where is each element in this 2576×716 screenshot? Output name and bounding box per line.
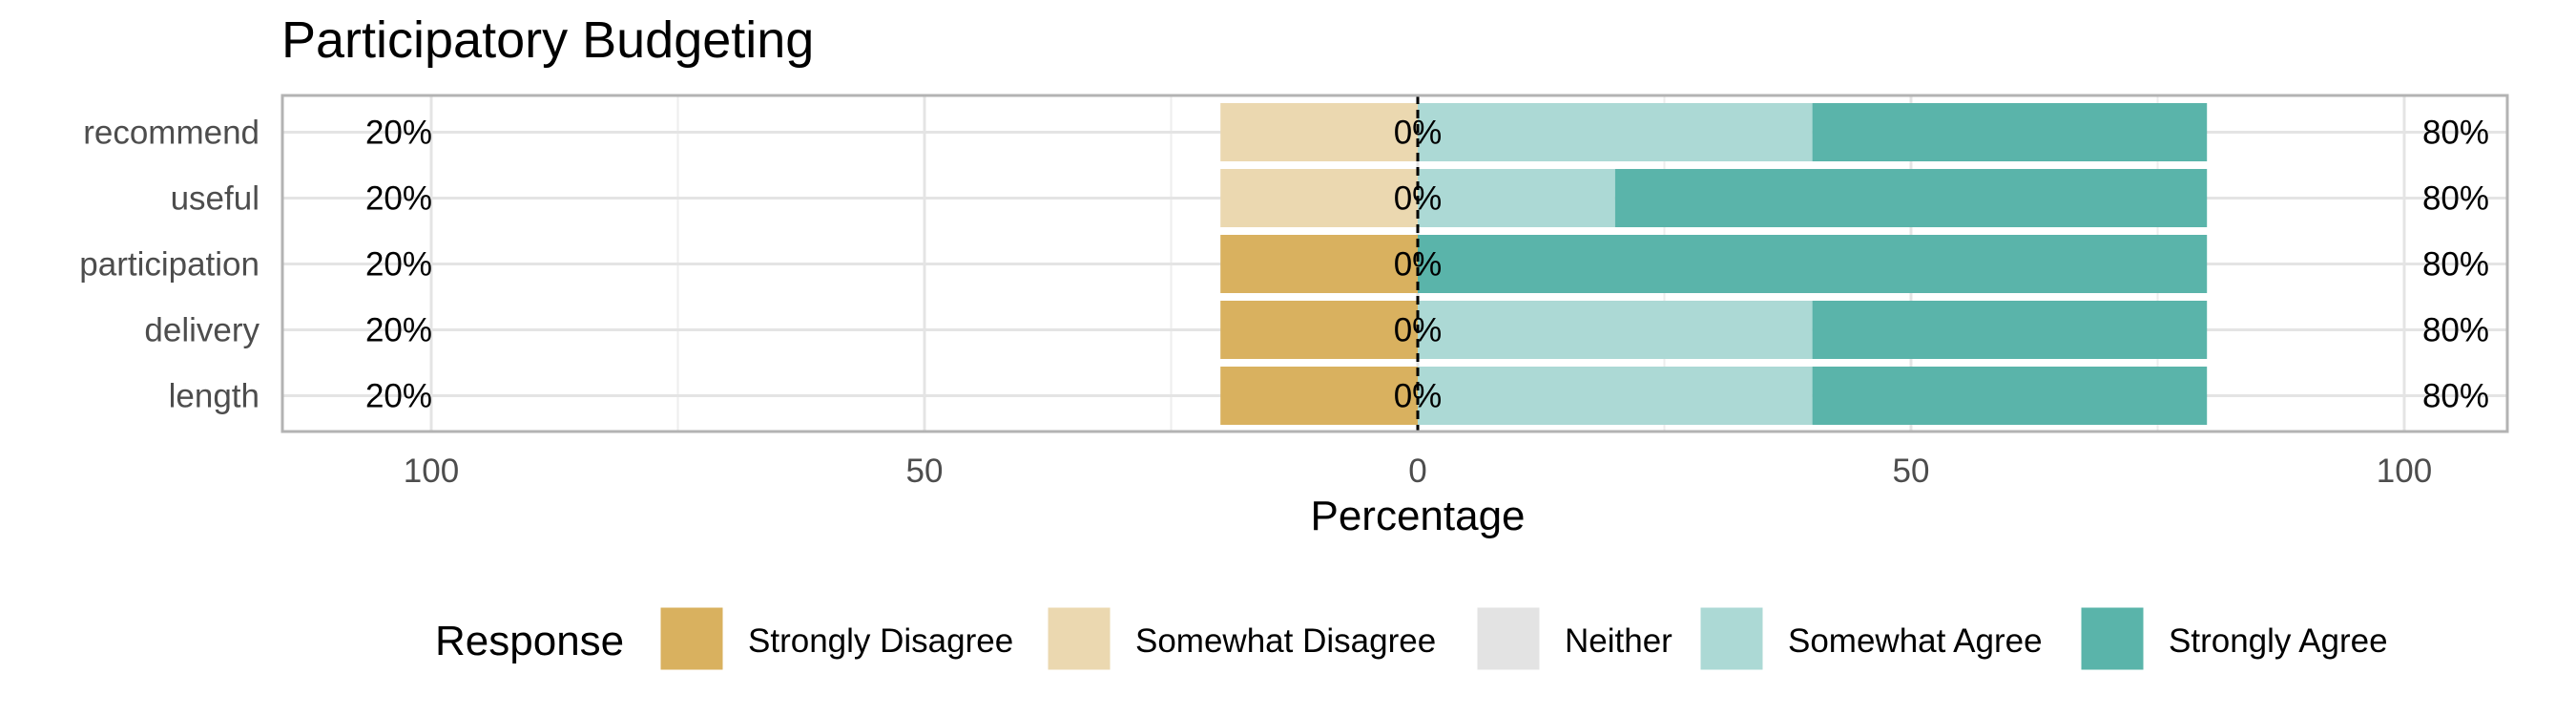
right-percent-label: 80% (2422, 180, 2489, 218)
left-percent-label: 20% (365, 115, 432, 152)
legend-key (2080, 606, 2145, 671)
left-percent-label: 20% (365, 180, 432, 218)
right-percent-label: 80% (2422, 246, 2489, 284)
axes: recommend useful participation delivery leng… (79, 94, 2509, 490)
right-percent-label: 80% (2422, 378, 2489, 415)
legend-label: Strongly Disagree (748, 622, 1013, 660)
bar-strongly-disagree (1220, 367, 1418, 425)
x-tick-label: 100 (2377, 453, 2432, 490)
bar-somewhat-agree (1418, 301, 1813, 359)
legend-title: Response (435, 618, 624, 664)
category-label: recommend (83, 115, 260, 152)
bar-strongly-agree (1614, 169, 2208, 227)
legend-label: Somewhat Agree (1788, 622, 2043, 660)
bar-somewhat-agree (1418, 103, 1813, 161)
bar-somewhat-disagree (1220, 169, 1418, 227)
bar-strongly-agree (1812, 367, 2208, 425)
bars (1220, 103, 2208, 425)
bar-strongly-disagree (1220, 301, 1418, 359)
bar-strongly-agree (1812, 301, 2208, 359)
legend-label: Strongly Agree (2169, 622, 2388, 660)
left-percent-label: 20% (365, 312, 432, 349)
right-percent-label: 80% (2422, 115, 2489, 152)
legend-label: Neither (1565, 622, 1672, 660)
x-tick-label: 50 (1893, 453, 1930, 490)
bar-somewhat-agree (1418, 367, 1813, 425)
data-labels: 20% 0% 80%20% 0% 80%20% 0% 80%20% 0% 80%20% 0% 80% (365, 115, 2489, 415)
x-axis-title: Percentage (1310, 493, 1525, 539)
category-label: delivery (144, 312, 260, 349)
legend-key (1476, 606, 1541, 671)
plot-border (280, 94, 2509, 433)
bar-strongly-disagree (1220, 235, 1418, 293)
legend-key (659, 606, 724, 671)
bar-strongly-agree (1812, 103, 2208, 161)
legend: Response Strongly Disagree Somewhat Disag… (435, 606, 2388, 671)
x-tick-label: 0 (1408, 453, 1426, 490)
bar-somewhat-agree (1418, 169, 1615, 227)
chart-title: Participatory Budgeting (281, 11, 814, 69)
bar-somewhat-disagree (1220, 103, 1418, 161)
bar-strongly-agree (1418, 235, 2208, 293)
right-percent-label: 80% (2422, 312, 2489, 349)
category-label: useful (171, 180, 260, 218)
center-percent-label: 0% (1394, 246, 1443, 284)
legend-key (1047, 606, 1111, 671)
category-label: participation (79, 246, 260, 284)
legend-key (1699, 606, 1764, 671)
x-tick-label: 50 (906, 453, 944, 490)
left-percent-label: 20% (365, 378, 432, 415)
category-label: length (169, 378, 260, 415)
left-percent-label: 20% (365, 246, 432, 284)
legend-label: Somewhat Disagree (1135, 622, 1436, 660)
x-tick-label: 100 (404, 453, 459, 490)
